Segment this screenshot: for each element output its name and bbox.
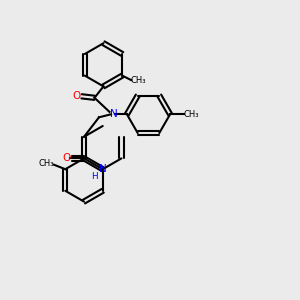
- Text: N: N: [110, 109, 117, 119]
- Text: H: H: [91, 172, 98, 181]
- Text: CH₃: CH₃: [131, 76, 146, 85]
- Text: CH₃: CH₃: [39, 159, 54, 168]
- Text: O: O: [63, 153, 71, 164]
- Text: O: O: [72, 91, 81, 101]
- Text: N: N: [99, 164, 106, 174]
- Text: CH₃: CH₃: [183, 110, 199, 119]
